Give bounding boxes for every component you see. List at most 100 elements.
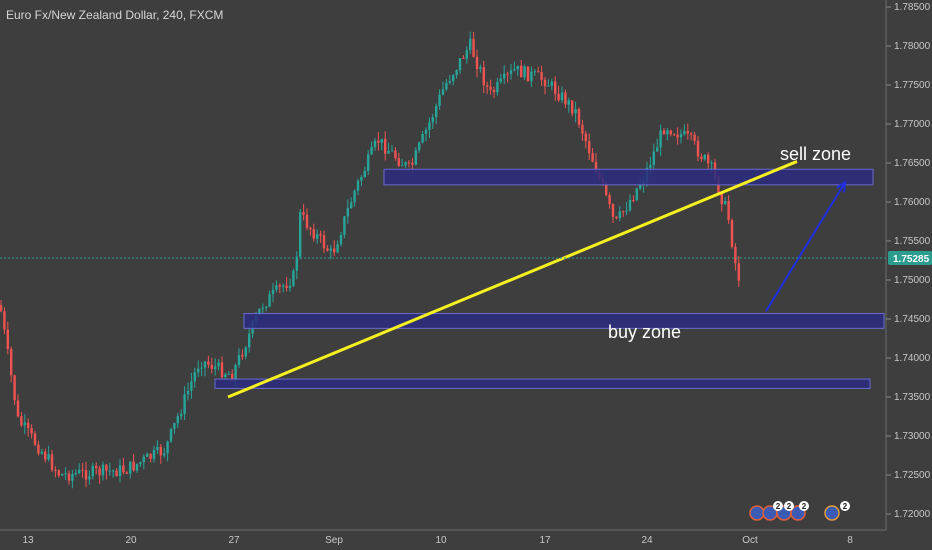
candle-body — [608, 194, 611, 205]
candle-body — [373, 140, 377, 147]
candle-body — [543, 79, 547, 87]
event-count-badge[interactable]: 2 — [773, 501, 783, 511]
event-flag-icon[interactable] — [749, 505, 765, 521]
event-count-circle — [840, 501, 850, 511]
candle-body — [666, 130, 669, 135]
candle-body — [0, 305, 3, 312]
candle-body — [91, 465, 94, 477]
event-count-label: 2 — [776, 502, 781, 511]
candle-body — [472, 38, 475, 57]
candle-body — [737, 263, 740, 281]
candle-body — [47, 454, 50, 460]
candle-body — [67, 473, 71, 481]
candle-body — [523, 66, 526, 78]
candle-body — [707, 154, 710, 164]
candle-body — [200, 367, 203, 369]
candle-body — [526, 66, 530, 82]
candle-body — [679, 134, 683, 138]
candle-body — [132, 461, 135, 471]
candle-body — [336, 244, 339, 253]
candle-body — [673, 134, 676, 136]
candle-body — [431, 117, 434, 123]
candle-body — [156, 446, 159, 451]
candle-body — [312, 229, 315, 239]
candle-body — [149, 453, 152, 459]
price-tick-label: 1.75000 — [894, 275, 931, 286]
event-count-label: 2 — [843, 502, 848, 511]
candle-body — [380, 138, 383, 143]
candle-body — [214, 366, 217, 370]
price-axis[interactable]: 1.78500 1.78000 1.77500 1.77000 1.76500 1.760… — [886, 2, 931, 520]
candle-body — [350, 202, 353, 209]
candle-body — [594, 161, 598, 173]
arrow-shaft[interactable] — [765, 181, 846, 312]
sell-zone-box[interactable] — [383, 168, 874, 186]
candle-body — [166, 441, 169, 454]
price-tick-label: 1.72500 — [894, 470, 931, 481]
candle-body — [591, 153, 594, 162]
candle-body — [305, 214, 309, 228]
candle-body — [554, 81, 557, 94]
event-count-label: 2 — [802, 502, 807, 511]
candle-body — [112, 470, 115, 472]
candle-body — [197, 368, 200, 373]
candle-body — [108, 470, 111, 472]
lower-support-zone-box[interactable] — [214, 378, 871, 389]
candle-body — [95, 465, 98, 469]
candle-body — [319, 234, 322, 236]
candle-body — [50, 454, 54, 470]
candle-body — [720, 193, 723, 205]
candle-body — [353, 190, 356, 203]
candle-body — [163, 453, 166, 456]
candle-body — [632, 200, 635, 202]
event-count-badge[interactable]: 2 — [799, 501, 809, 511]
candle-body — [288, 285, 292, 289]
candle-body — [210, 364, 213, 370]
candle-body — [292, 270, 295, 286]
candle-body — [492, 89, 496, 93]
candle-body — [424, 129, 428, 134]
candle-body — [387, 150, 390, 154]
trendline[interactable] — [227, 160, 798, 399]
candle-body — [611, 204, 615, 217]
candle-body — [499, 78, 502, 82]
candle-body — [567, 100, 570, 105]
candle-body — [659, 130, 662, 148]
candle-body — [458, 57, 462, 71]
event-count-badge[interactable]: 2 — [784, 501, 794, 511]
candle-body — [129, 461, 132, 474]
candle-body — [176, 416, 179, 424]
candle-body — [465, 50, 468, 59]
candle-body — [639, 184, 642, 189]
candle-body — [628, 200, 632, 211]
candle-body — [20, 416, 23, 426]
candle-body — [496, 81, 499, 93]
candle-body — [363, 170, 366, 178]
time-axis[interactable]: 13 20 27 Sep 10 17 24 Oct 8 — [22, 535, 853, 546]
candle-body — [183, 394, 186, 415]
time-tick-label: 8 — [847, 535, 853, 546]
candle-body — [299, 212, 302, 257]
event-flag-icon[interactable] — [824, 505, 840, 521]
candle-body — [231, 373, 234, 381]
candle-body — [37, 444, 40, 454]
candle-body — [10, 348, 13, 376]
candle-body — [180, 414, 183, 417]
candle-body — [441, 89, 445, 95]
candle-body — [356, 180, 360, 191]
buy-zone-box[interactable] — [243, 313, 885, 329]
candle-body — [101, 464, 105, 476]
candle-body — [329, 248, 332, 251]
candle-body — [428, 122, 431, 130]
candle-body — [710, 162, 713, 164]
candle-body — [649, 165, 652, 168]
candle-body — [462, 57, 465, 59]
candle-body — [482, 67, 485, 86]
event-count-badge[interactable]: 2 — [840, 501, 850, 511]
candle-body — [700, 156, 703, 160]
candle-body — [81, 469, 84, 471]
